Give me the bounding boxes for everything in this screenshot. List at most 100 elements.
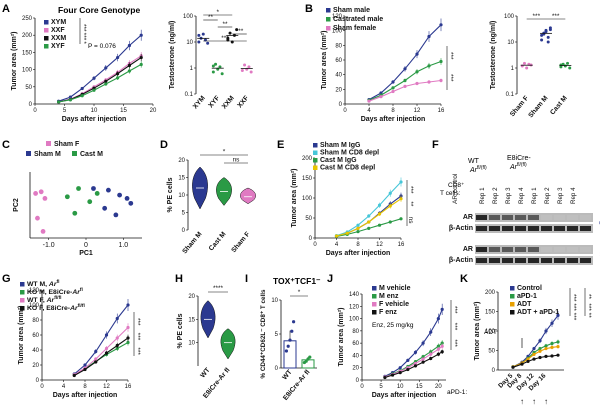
panel-c-data-point [72,210,78,216]
panel-g-data-point [104,351,109,355]
panel-j-ytick-label: 40 [352,353,359,359]
panel-f-blot-band [541,247,552,252]
panel-j-legend-label: F vehicle [379,301,409,308]
panel-i-category-label: WT [281,368,294,381]
panel-b-right-data-point [546,40,550,44]
panel-e-data-point [399,180,403,184]
panel-k-apd1-label: aPD-1: [447,389,467,396]
panel-a-right-ytick-label: 1 [190,66,194,72]
panel-a-data-point [127,63,131,68]
panel-e-sig-stars: ** [407,201,414,207]
panel-e-legend-swatch [313,143,318,148]
panel-b-ytick-label: 0 [339,102,343,108]
panel-i-ytick-label: 5 [275,332,279,338]
panel-a-xtick-label: 20 [150,108,157,114]
panel-f-row-label: AR [463,246,473,253]
panel-b-right-data-point [522,61,526,65]
panel-b-right-data-point [559,63,563,67]
panel-b-right-data-point [548,26,552,30]
panel-f-blot-band [541,226,552,231]
panel-b-xtick-label: 8 [391,108,395,114]
panel-k-data-point [556,340,560,344]
panel-j-legend-label: M vehicle [379,285,411,292]
panel-f-blot-band [502,226,513,231]
panel-j-xtick-label: 0 [360,384,364,390]
panel-i-sig-label: * [298,289,301,296]
panel-j-data-point [436,352,440,356]
panel-j-data-point [398,371,402,375]
panel-f-row-label: AR [463,214,473,221]
panel-a-data-point [139,33,143,37]
panel-k-adt-label: ADT [484,329,497,336]
panel-k-data-point [550,341,554,346]
panel-d-violin [240,187,256,205]
panel-b-ytick-label: 40 [335,73,342,79]
panel-f-blot-band [489,215,500,220]
panel-e-data-point [377,212,382,216]
panel-j-legend-swatch [372,294,377,299]
panel-d-category-label: Sham M [181,231,203,256]
panel-f-rep-label: Rep 1 [531,187,538,204]
panel-e-data-point [334,234,339,238]
panel-e-sig-stars: *** [407,186,414,194]
panel-d-ytick-label: 0 [182,228,186,234]
panel-b-data-point [403,67,407,71]
panel-a-right-data-point [197,33,201,37]
panel-a-right-category-label: XXF [236,95,250,110]
panel-b-right-ytick-label: 1 [511,66,515,72]
panel-g-xtick-label: 16 [125,384,132,390]
panel-j-data-point [421,357,425,361]
panel-d-ytick-label: 10 [178,193,185,199]
panel-h-ytick-label: 10 [188,341,195,347]
panel-k-data-point [532,352,536,356]
panel-f-blot-band [528,247,539,252]
panel-a-data-point [116,76,120,80]
panel-a-right-ytick-label: 0.1 [185,92,194,98]
panel-j-data-point [413,350,418,354]
panel-k-apd1-arrow: ↑ [532,397,536,406]
panel-b-right-ytick-label: 10 [507,40,514,46]
panel-j-sig-stars: *** [451,323,458,331]
panel-b-data-point [367,99,371,103]
panel-label-j: J [327,273,333,285]
panel-g-data-point [115,336,119,340]
panel-j-xtick-label: 15 [416,384,423,390]
panel-i-data-point [288,338,292,342]
panel-i-data-point [284,349,288,353]
panel-j-data-point [406,358,410,362]
panel-e-xtick-label: 0 [313,242,317,248]
panel-g-ytick-label: 120 [29,288,40,294]
panel-c-data-point [38,189,44,195]
panel-a-title: Four Core Genotype [58,5,140,15]
panel-h-violin [220,328,236,360]
panel-a-data-point [139,62,143,67]
panel-b-ytick-label: 60 [335,58,342,64]
panel-j-data-point [440,307,444,311]
panel-f-wt-label: WT [468,158,480,165]
panel-d-category-label: Sham F [230,231,251,254]
panel-k-legend-swatch [510,286,515,291]
panel-b-right-data-point [525,66,529,70]
panel-b-right-sig-stars: *** [533,13,541,20]
panel-f-blot-band [567,247,578,252]
panel-f-ko-label: E8iCre- [507,155,531,162]
panel-g-data-point [126,340,130,345]
panel-e-data-point [356,230,360,234]
panel-a-right-category-label: XYF [207,95,221,110]
panel-j-ytick-label: 60 [352,341,359,347]
panel-b-data-point [427,80,431,84]
panel-c-data-point [91,186,96,191]
panel-a-right-data-point [243,63,247,67]
panel-g-legend-swatch [20,290,25,295]
panel-b-data-point [403,78,407,83]
panel-f-blot-band [554,258,565,263]
panel-b-data-point [427,34,431,39]
panel-j-data-point [383,375,387,380]
panel-j-x-label: Days after injection [372,392,437,399]
panel-e-data-point [377,223,382,227]
panel-c-legend-swatch [46,141,51,146]
panel-a-legend-swatch [44,44,49,49]
panel-a-right-data-point [206,41,210,45]
panel-b-data-point [391,86,395,90]
panel-f-rep-label: Rep 4 [570,187,577,204]
